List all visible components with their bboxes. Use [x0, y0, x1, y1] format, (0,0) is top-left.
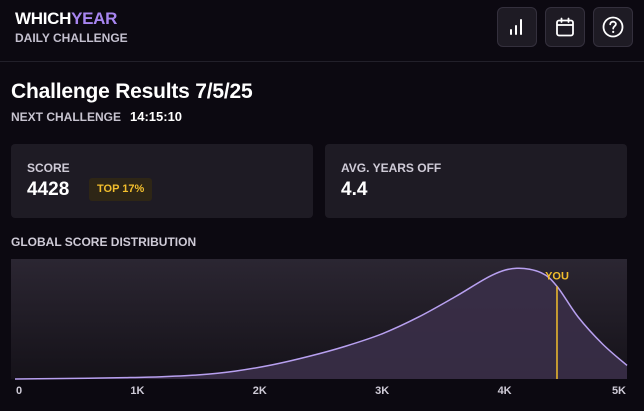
x-tick-label: 5K [612, 385, 626, 397]
distribution-area [15, 268, 627, 379]
help-icon [602, 16, 624, 38]
logo[interactable]: WHICHYEAR [15, 9, 117, 29]
chart-title: GLOBAL SCORE DISTRIBUTION [11, 235, 197, 249]
x-tick-label: 2K [253, 385, 267, 397]
player-marker-label: YOU [545, 270, 569, 282]
logo-accent: YEAR [71, 9, 118, 28]
bar-chart-icon [510, 19, 522, 35]
calendar-button[interactable] [545, 7, 585, 47]
years-off-value: 4.4 [341, 179, 368, 200]
help-button[interactable] [593, 7, 633, 47]
stats-button[interactable] [497, 7, 537, 47]
app-header: WHICHYEAR DAILY CHALLENGE [0, 0, 644, 62]
score-label: SCORE [27, 161, 70, 175]
rank-badge: TOP 17% [89, 178, 153, 201]
score-card: SCORE 4428 TOP 17% [11, 144, 313, 218]
years-off-label: AVG. YEARS OFF [341, 161, 442, 175]
app-subtitle: DAILY CHALLENGE [15, 31, 128, 45]
score-distribution-chart: YOU 0 1K 2K 3K 4K 5K [11, 259, 628, 397]
calendar-icon [556, 17, 574, 37]
next-challenge-countdown: 14:15:10 [130, 109, 183, 124]
x-tick-label: 0 [16, 385, 22, 397]
logo-primary: WHICH [15, 9, 72, 28]
distribution-curve [14, 267, 628, 380]
x-tick-label: 3K [375, 385, 389, 397]
results-title: Challenge Results 7/5/25 [11, 80, 253, 103]
score-value: 4428 [27, 179, 70, 200]
next-challenge-label: NEXT CHALLENGE [11, 110, 122, 124]
years-off-card: AVG. YEARS OFF 4.4 [325, 144, 627, 218]
x-tick-label: 1K [130, 385, 144, 397]
x-tick-label: 4K [498, 385, 512, 397]
